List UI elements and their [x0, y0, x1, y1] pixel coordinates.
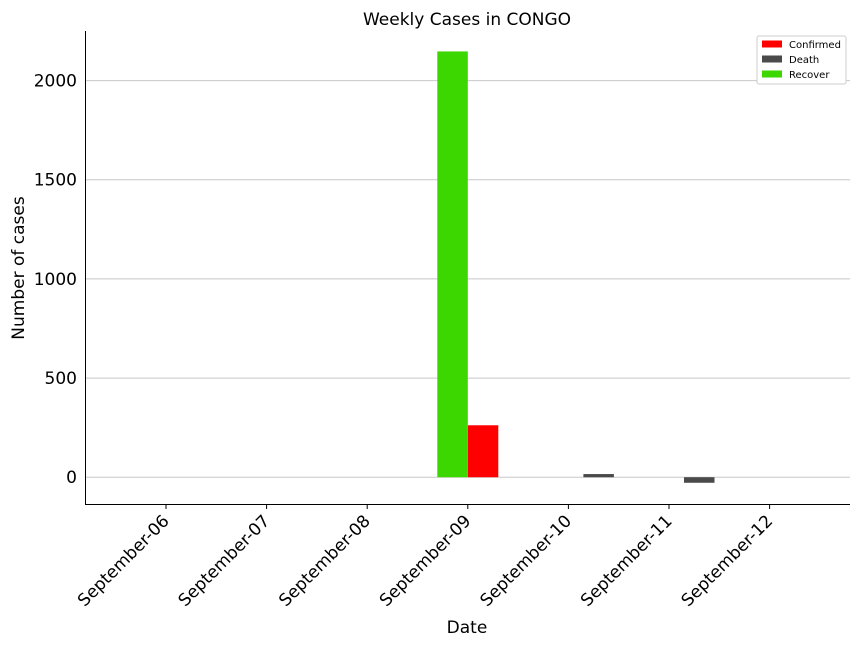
- y-axis-label: Number of cases: [9, 196, 29, 340]
- x-tick-label: September-07: [175, 511, 274, 610]
- legend-label-confirmed: Confirmed: [789, 40, 841, 51]
- legend-label-death: Death: [789, 55, 819, 66]
- legend: Confirmed Death Recover: [756, 35, 847, 85]
- y-tick-label: 0: [66, 468, 77, 488]
- bar-confirmed-september-09: [467, 425, 499, 478]
- bar-death-september-10: [583, 474, 614, 478]
- x-ticks: September-06 September-07 September-08 Sept…: [74, 504, 777, 611]
- y-tick-label: 500: [45, 369, 77, 389]
- legend-label-recover: Recover: [789, 70, 830, 81]
- y-tick-label: 1000: [34, 270, 77, 290]
- x-tick-label: September-11: [577, 511, 676, 610]
- legend-swatch-death: [762, 55, 782, 63]
- x-tick-label: September-12: [678, 511, 777, 610]
- legend-swatch-confirmed: [762, 40, 782, 48]
- bar-death-september-11: [684, 477, 715, 483]
- x-tick-label: September-06: [74, 511, 173, 610]
- x-tick-label: September-09: [376, 511, 475, 610]
- x-tick-label: September-10: [476, 511, 575, 610]
- y-ticks: 0 500 1000 1500 2000: [34, 72, 77, 489]
- y-tick-label: 1500: [34, 171, 77, 191]
- chart-title: Weekly Cases in CONGO: [363, 10, 571, 30]
- bar-recover-september-09: [437, 51, 468, 478]
- y-tick-label: 2000: [34, 72, 77, 92]
- x-axis-label: Date: [447, 618, 488, 638]
- bars: [437, 51, 715, 483]
- x-tick-label: September-08: [275, 511, 374, 610]
- legend-swatch-recover: [762, 70, 782, 78]
